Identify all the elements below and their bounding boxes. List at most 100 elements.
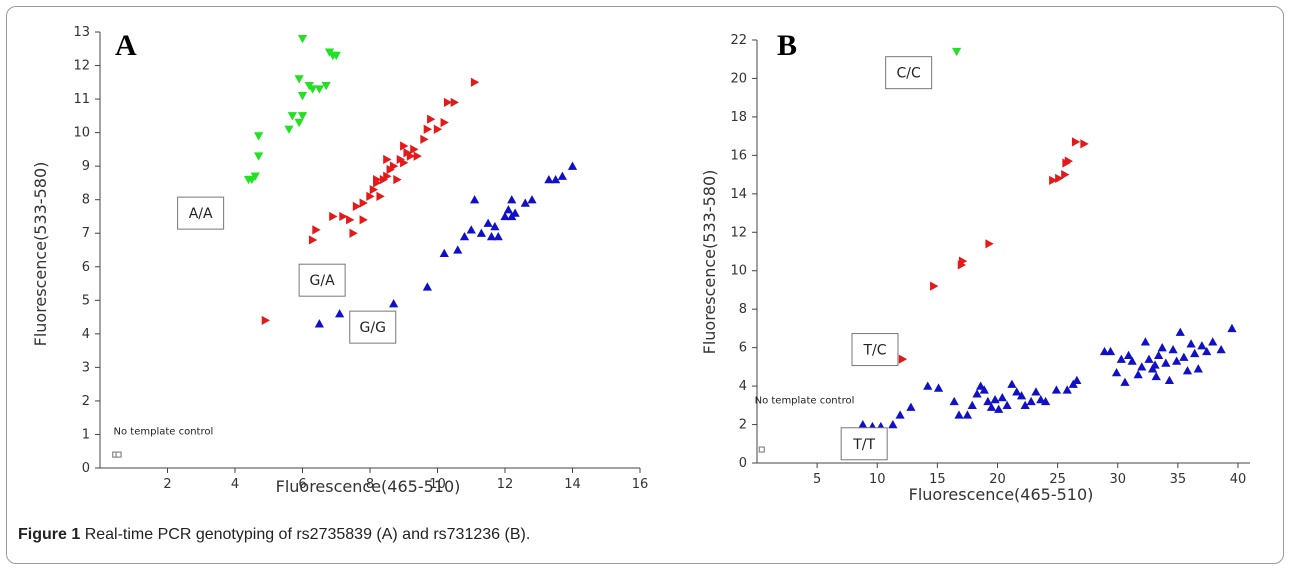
data-point-triangle-up xyxy=(1051,385,1062,394)
data-point-triangle-up xyxy=(459,231,470,241)
data-point-triangle-right xyxy=(312,225,321,235)
panel-a-label: A xyxy=(115,29,137,62)
data-point-triangle-down xyxy=(321,81,331,91)
data-point-triangle-up xyxy=(1040,396,1051,406)
data-point-triangle-down xyxy=(297,35,308,44)
data-point-triangle-up xyxy=(1164,375,1175,385)
data-point-triangle-up xyxy=(1197,341,1207,350)
data-point-triangle-down xyxy=(294,75,304,84)
x-tick-label: 4 xyxy=(231,477,239,492)
data-point-triangle-down xyxy=(297,112,308,121)
data-point-triangle-up xyxy=(470,195,480,204)
data-point-triangle-up xyxy=(493,231,503,241)
y-tick-label: 2 xyxy=(739,418,747,433)
y-tick-label: 0 xyxy=(82,461,90,476)
y-tick-label: 6 xyxy=(82,260,90,275)
data-point-triangle-up xyxy=(923,381,933,390)
annotation-box xyxy=(349,310,397,344)
data-point-triangle-up xyxy=(1012,387,1022,396)
data-point-triangle-right xyxy=(369,185,378,195)
data-point-triangle-up xyxy=(1031,387,1041,396)
data-point-triangle-up xyxy=(1120,377,1130,386)
panel-a-marks xyxy=(112,35,578,458)
data-point-triangle-up xyxy=(949,396,959,406)
y-tick-label: 3 xyxy=(82,360,90,375)
y-tick-label: 7 xyxy=(82,226,90,241)
data-point-triangle-up xyxy=(314,319,324,328)
data-point-triangle-up xyxy=(527,195,537,204)
x-tick-label: 40 xyxy=(1230,472,1247,487)
data-point-triangle-right xyxy=(400,158,409,168)
data-point-triangle-up xyxy=(1151,371,1161,381)
data-point-triangle-right xyxy=(1071,137,1081,147)
data-point-triangle-up xyxy=(1133,369,1143,379)
data-point-triangle-right xyxy=(423,124,432,134)
data-point-triangle-up xyxy=(858,419,868,429)
x-tick-label: 14 xyxy=(564,477,581,492)
data-point-triangle-right xyxy=(930,281,939,291)
panel-b-ticks: 5 10 15 20 25 30 35 40 0 2 4 6 8 10 12 14 16 18 20 22 xyxy=(730,33,1246,487)
data-point-triangle-right xyxy=(346,215,355,225)
data-point-triangle-up xyxy=(466,225,476,234)
data-point-triangle-up xyxy=(972,389,982,398)
data-point-triangle-down xyxy=(952,47,962,57)
panel-a-x-axis-title: Fluorescence(465-510) xyxy=(276,477,461,496)
data-point-triangle-up xyxy=(967,400,977,409)
genotype-label: G/G xyxy=(360,320,386,336)
data-point-triangle-right xyxy=(352,201,362,211)
data-point-triangle-up xyxy=(979,385,989,394)
data-point-triangle-right xyxy=(450,97,459,108)
data-point-triangle-up xyxy=(1193,364,1203,373)
data-point-triangle-right xyxy=(389,161,399,171)
data-point-triangle-right xyxy=(985,239,994,249)
data-point-triangle-up xyxy=(1036,394,1046,404)
y-tick-label: 11 xyxy=(73,92,90,107)
y-tick-label: 22 xyxy=(730,33,747,48)
data-point-triangle-up xyxy=(990,394,1000,404)
panel-b-label: B xyxy=(777,29,797,62)
data-point-triangle-up xyxy=(1144,354,1154,363)
data-point-triangle-up xyxy=(490,221,500,231)
x-tick-label: 2 xyxy=(163,477,171,492)
no-template-control-label: No template control xyxy=(114,426,214,437)
data-point-triangle-right xyxy=(400,141,409,151)
data-point-triangle-up xyxy=(500,211,510,221)
y-tick-label: 12 xyxy=(73,59,90,74)
data-point-triangle-up xyxy=(1002,400,1012,409)
data-point-triangle-up xyxy=(510,208,520,217)
data-point-triangle-up xyxy=(1186,339,1196,348)
data-point-triangle-right xyxy=(443,97,453,108)
x-tick-label: 30 xyxy=(1109,472,1126,487)
x-tick-label: 10 xyxy=(429,477,446,492)
x-tick-label: 25 xyxy=(1049,472,1066,487)
figure-caption-label: Figure 1 xyxy=(18,526,81,543)
data-point-triangle-up xyxy=(544,174,554,184)
x-tick-label: 16 xyxy=(632,477,649,492)
data-point-triangle-up xyxy=(486,231,497,241)
data-point-triangle-right xyxy=(433,124,443,134)
figure-frame xyxy=(6,6,1284,564)
data-point-triangle-up xyxy=(551,174,561,184)
data-point-triangle-up xyxy=(335,309,345,318)
y-tick-label: 16 xyxy=(730,148,747,163)
data-point-triangle-up xyxy=(906,402,916,411)
annotation-box xyxy=(840,427,888,461)
data-point-triangle-right xyxy=(1055,173,1064,184)
data-point-triangle-up xyxy=(453,245,463,254)
panel-b-annotations: C/C T/C T/T No template control xyxy=(755,56,933,461)
data-point-triangle-up xyxy=(1168,344,1178,354)
data-point-triangle-up xyxy=(994,404,1004,413)
y-tick-label: 8 xyxy=(739,302,747,317)
y-tick-label: 2 xyxy=(82,394,90,409)
data-point-triangle-down xyxy=(254,152,264,161)
x-tick-label: 10 xyxy=(869,472,886,487)
data-point-triangle-right xyxy=(393,174,402,185)
y-tick-label: 6 xyxy=(739,341,747,356)
data-point-triangle-up xyxy=(933,383,944,392)
data-point-triangle-right xyxy=(376,191,385,201)
data-point-triangle-down xyxy=(308,85,318,94)
data-point-triangle-right xyxy=(359,198,368,208)
no-template-control-label: No template control xyxy=(755,395,855,406)
